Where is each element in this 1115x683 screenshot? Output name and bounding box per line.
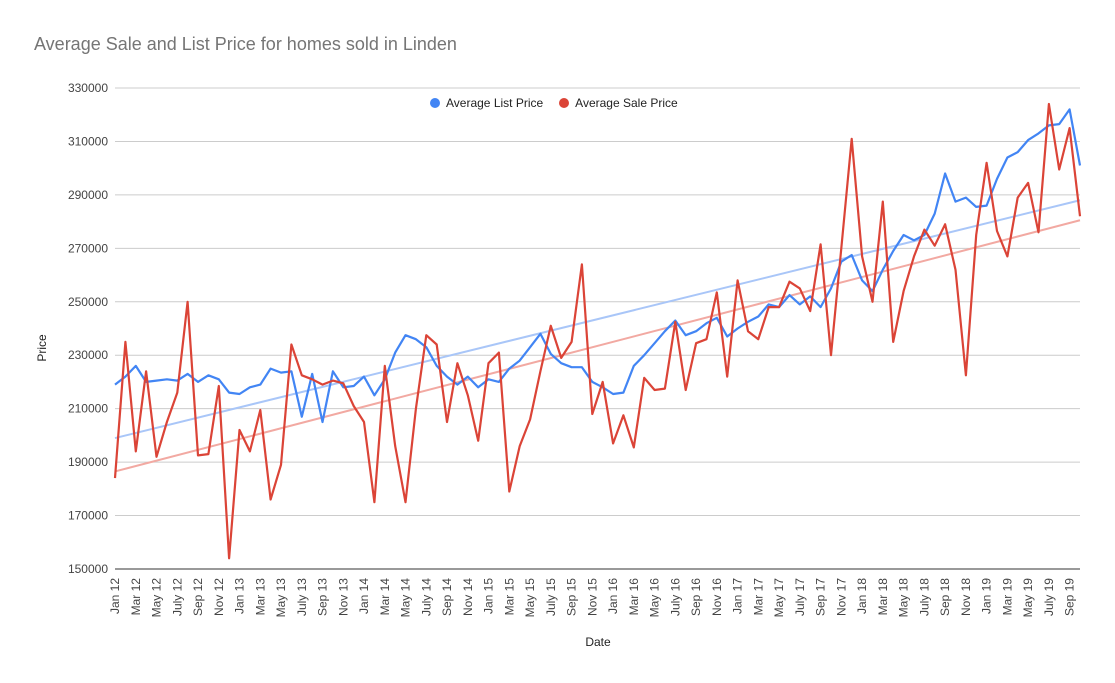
x-tick-label: Sep 17: [814, 578, 828, 616]
x-tick-label: Jan 18: [855, 578, 869, 614]
y-tick-label: 250000: [68, 295, 108, 309]
x-tick-label: July 17: [793, 578, 807, 616]
x-tick-label: Sep 19: [1063, 578, 1077, 616]
x-tick-label: July 15: [544, 578, 558, 616]
x-tick-label: Jan 15: [482, 578, 496, 614]
y-tick-label: 290000: [68, 188, 108, 202]
x-tick-label: Sep 15: [565, 578, 579, 616]
y-tick-labels: 150000 170000 190000 210000 230000 250000 2700…: [68, 81, 108, 576]
x-tick-label: July 13: [295, 578, 309, 616]
x-tick-label: Nov 13: [336, 578, 350, 616]
y-tick-label: 230000: [68, 348, 108, 362]
x-tick-label: Mar 14: [378, 578, 392, 616]
x-tick-label: Nov 14: [461, 578, 475, 616]
y-axis-label: Price: [35, 334, 49, 362]
x-tick-label: May 16: [648, 578, 662, 618]
x-tick-label: May 15: [523, 578, 537, 618]
x-tick-label: Jan 13: [233, 578, 247, 614]
x-tick-label: May 18: [897, 578, 911, 618]
x-tick-label: May 13: [274, 578, 288, 618]
legend: Average List Price Average Sale Price: [430, 96, 678, 110]
x-tick-label: Mar 12: [129, 578, 143, 616]
series-line-list: [114, 108, 1082, 424]
x-tick-labels: Jan 12 Mar 12 May 12 July 12 Sep 12 Nov 12 Jan…: [108, 578, 1077, 618]
y-tick-label: 330000: [68, 81, 108, 95]
legend-item-sale: Average Sale Price: [559, 96, 678, 110]
x-tick-label: Sep 14: [440, 578, 454, 616]
x-tick-label: Mar 15: [502, 578, 516, 616]
x-tick-label: Mar 16: [627, 578, 641, 616]
x-tick-label: July 12: [170, 578, 184, 616]
x-tick-label: Sep 13: [316, 578, 330, 616]
x-tick-label: Mar 19: [1000, 578, 1014, 616]
x-tick-label: May 19: [1021, 578, 1035, 618]
gridlines: [115, 87, 1080, 570]
y-tick-label: 150000: [68, 562, 108, 576]
chart-title: Average Sale and List Price for homes so…: [34, 34, 457, 54]
x-tick-label: May 12: [150, 578, 164, 618]
series-line-sale: [113, 102, 1082, 560]
legend-swatch-sale: [559, 98, 570, 108]
x-tick-label: May 14: [399, 578, 413, 618]
x-tick-label: Nov 17: [834, 578, 848, 616]
x-tick-label: Jan 19: [980, 578, 994, 614]
trendline-list: [114, 199, 1081, 440]
legend-label-list: Average List Price: [446, 96, 544, 110]
trendlines: [114, 199, 1081, 473]
x-tick-label: Nov 18: [959, 578, 973, 616]
y-tick-label: 190000: [68, 455, 108, 469]
x-tick-label: Nov 16: [710, 578, 724, 616]
legend-label-sale: Average Sale Price: [575, 96, 678, 110]
x-tick-label: Sep 18: [938, 578, 952, 616]
legend-item-list: Average List Price: [430, 96, 543, 110]
x-tick-label: Jan 16: [606, 578, 620, 614]
x-tick-label: Mar 18: [876, 578, 890, 616]
x-axis-label: Date: [585, 635, 611, 649]
x-tick-label: Jan 12: [108, 578, 122, 614]
x-tick-label: Nov 15: [585, 578, 599, 616]
x-tick-label: Sep 12: [191, 578, 205, 616]
x-tick-label: Mar 13: [253, 578, 267, 616]
x-tick-label: Nov 12: [212, 578, 226, 616]
x-tick-label: Mar 17: [751, 578, 765, 616]
x-tick-label: Sep 16: [689, 578, 703, 616]
x-tick-label: July 14: [419, 578, 433, 616]
x-tick-label: July 19: [1042, 578, 1056, 616]
series-lines: [113, 102, 1082, 560]
legend-swatch-list: [430, 98, 440, 108]
x-tick-label: Jan 17: [731, 578, 745, 614]
x-tick-label: July 18: [917, 578, 931, 616]
y-tick-label: 310000: [68, 134, 108, 148]
y-tick-label: 210000: [68, 402, 108, 416]
x-tick-label: May 17: [772, 578, 786, 618]
y-tick-label: 170000: [68, 509, 108, 523]
x-tick-label: Jan 14: [357, 578, 371, 614]
trendline-sale: [114, 219, 1081, 473]
y-tick-label: 270000: [68, 241, 108, 255]
x-tick-label: July 16: [668, 578, 682, 616]
